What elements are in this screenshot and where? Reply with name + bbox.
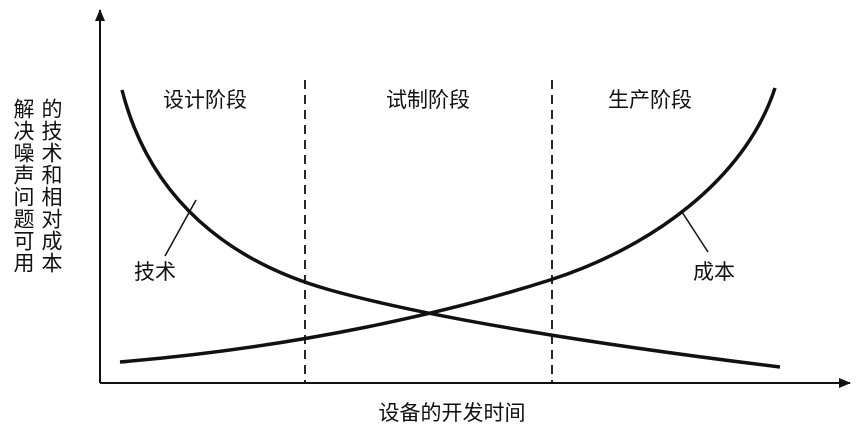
x-axis-label: 设备的开发时间	[379, 401, 526, 425]
y-axis-label: 解决噪声问题可用	[11, 98, 35, 274]
phase-label: 设计阶段	[163, 88, 247, 112]
technology-curve	[120, 89, 781, 369]
phase-label: 试制阶段	[386, 88, 470, 112]
phase-label: 生产阶段	[608, 88, 692, 112]
y-axis-label: 的技术和相对成本	[39, 98, 63, 274]
leader-line	[681, 211, 709, 253]
curve-label: 技术	[134, 260, 176, 284]
cost-curve	[119, 87, 777, 364]
curve-label: 成本	[693, 260, 735, 284]
leader-line	[164, 199, 197, 257]
